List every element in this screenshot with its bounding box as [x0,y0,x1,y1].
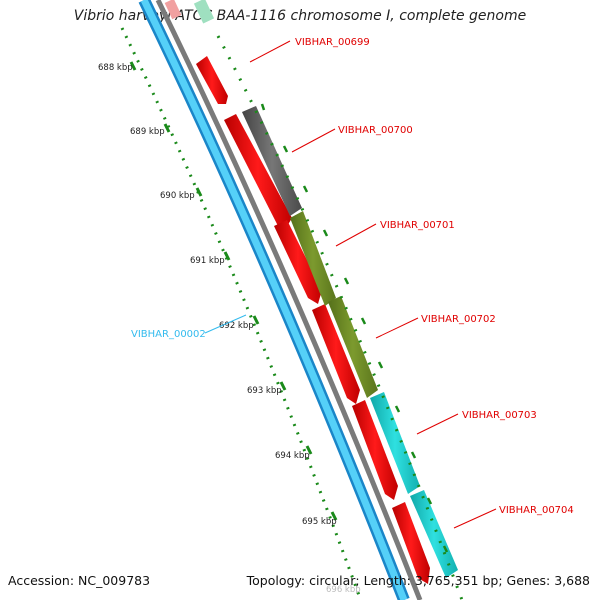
leader-00704 [453,508,497,529]
feature-red-00699 [196,56,228,104]
tick-label-691: 691 kbp [190,256,225,266]
gene-label-00703[interactable]: VIBHAR_00703 [462,410,537,421]
feature-cyan-2 [410,490,458,578]
feature-olive-1 [290,211,336,306]
gc-ring [155,0,423,600]
feature-red-00702 [312,304,360,404]
leader-00703 [416,413,459,435]
feature-gray [242,106,302,216]
backbone-ring-highlight [140,0,408,600]
feature-faded-green [193,0,215,24]
feature-red-00700 [224,114,292,228]
accession-text: Accession: NC_009783 [8,573,151,588]
gene-label-00702[interactable]: VIBHAR_00702 [421,314,496,325]
feature-faded-red [164,0,182,20]
inner-major-ticks [129,61,338,521]
outer-ring-ticks [260,103,449,553]
gene-label-00699[interactable]: VIBHAR_00699 [295,37,370,48]
gene-label-00700[interactable]: VIBHAR_00700 [338,125,413,136]
feature-red-00704 [392,502,430,584]
leader-00701 [335,223,377,247]
feature-red-00703 [352,400,398,500]
tick-label-694: 694 kbp [275,451,310,461]
feature-red-00701 [274,220,322,304]
tick-label-693: 693 kbp [247,386,282,396]
leader-00699 [249,40,291,63]
gene-label-00701[interactable]: VIBHAR_00701 [380,220,455,231]
leader-00700 [291,128,336,153]
inner-dotted-ring [120,27,362,599]
leader-00702 [375,317,419,339]
leader-00002 [204,314,247,334]
tick-label-692: 692 kbp [219,321,254,331]
map-title: Vibrio harveyi ATCC BAA-1116 chromosome … [73,8,527,24]
gene-label-00704[interactable]: VIBHAR_00704 [499,505,574,516]
tick-label-689: 689 kbp [130,127,165,137]
tick-label-690: 690 kbp [160,191,195,201]
feature-olive-2 [328,296,378,398]
genome-summary-text: Topology: circular; Length: 3,765,351 bp… [246,573,590,588]
tick-label-696: 696 kbp [326,585,361,595]
gene-label-00002[interactable]: VIBHAR_00002 [131,329,206,340]
feature-cyan-1 [370,392,420,494]
tick-label-688: 688 kbp [98,63,133,73]
tick-label-695: 695 kbp [302,517,337,527]
